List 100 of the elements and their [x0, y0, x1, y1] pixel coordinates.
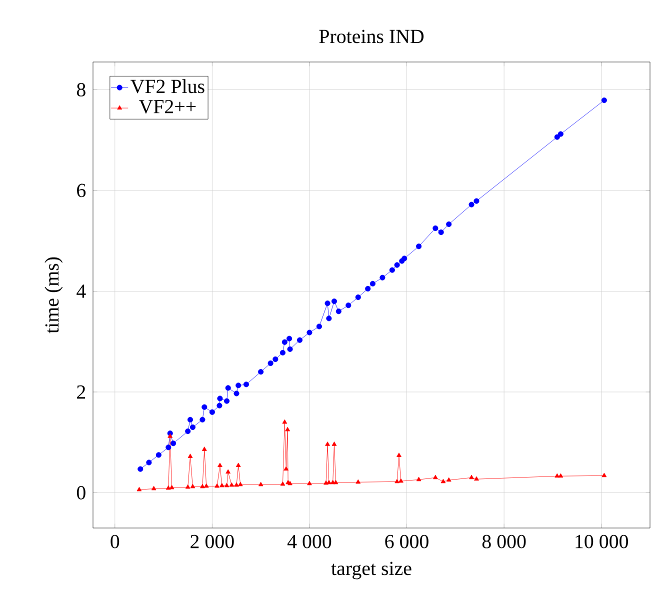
point: [402, 256, 408, 262]
x-tick-label: 10 000: [576, 534, 628, 548]
point: [202, 404, 208, 410]
x-tick-label: 6 000: [385, 534, 428, 548]
point: [287, 346, 293, 352]
point: [166, 444, 172, 450]
point: [185, 484, 190, 489]
x-tick-label: 0: [110, 534, 120, 548]
point: [394, 262, 400, 268]
point: [468, 202, 474, 208]
point: [346, 302, 352, 308]
point: [389, 267, 395, 273]
point: [307, 480, 312, 486]
point: [243, 382, 250, 388]
point: [218, 462, 222, 468]
point: [469, 474, 474, 480]
point: [356, 479, 361, 484]
point: [225, 385, 231, 391]
point: [190, 484, 196, 488]
y-tick-label: 0: [76, 486, 86, 500]
point: [370, 280, 376, 286]
point: [185, 428, 191, 434]
point: [169, 484, 174, 490]
point: [446, 477, 452, 482]
point: [214, 483, 220, 488]
point: [224, 482, 230, 488]
point: [558, 473, 564, 478]
point: [168, 434, 173, 438]
point: [284, 466, 289, 471]
point: [440, 478, 446, 484]
point: [601, 97, 607, 104]
chart-title: Proteins IND: [319, 30, 424, 44]
point: [280, 481, 286, 486]
point: [200, 416, 206, 422]
point: [324, 300, 330, 306]
point: [282, 339, 288, 345]
legend-label: VF2 Plus: [130, 79, 204, 94]
point: [355, 294, 361, 300]
point: [236, 382, 242, 388]
point: [138, 466, 144, 472]
y-tick-label: 6: [77, 184, 86, 198]
point: [332, 442, 337, 446]
point: [394, 478, 400, 484]
point: [229, 482, 234, 487]
point: [474, 198, 480, 204]
point: [258, 482, 264, 486]
point: [416, 476, 422, 482]
point: [187, 416, 194, 422]
point: [432, 225, 438, 232]
point: [190, 424, 196, 430]
point: [325, 442, 330, 446]
point: [258, 369, 264, 375]
point: [202, 446, 207, 451]
point: [333, 480, 338, 484]
point: [331, 298, 338, 304]
point: [200, 484, 205, 488]
point: [336, 308, 342, 314]
point: [380, 274, 386, 280]
point: [296, 337, 303, 343]
point: [238, 482, 243, 486]
point: [396, 452, 402, 457]
point: [151, 486, 156, 490]
point: [146, 460, 152, 466]
point: [136, 486, 142, 492]
point: [602, 472, 607, 478]
point: [272, 356, 278, 362]
point: [554, 134, 560, 140]
point: [234, 390, 240, 396]
point: [226, 469, 231, 474]
legend-label: VF2++: [138, 100, 196, 114]
point: [188, 454, 193, 458]
point: [398, 478, 404, 483]
x-tick-label: 8 000: [482, 534, 526, 548]
point: [558, 131, 564, 137]
point: [282, 419, 288, 424]
x-axis-title: target size: [331, 562, 412, 580]
y-tick-label: 8: [76, 82, 86, 96]
point: [219, 482, 224, 488]
y-tick-label: 2: [77, 385, 86, 399]
point: [209, 409, 215, 415]
y-tick-label: 4: [76, 284, 86, 298]
point: [326, 316, 332, 322]
x-tick-label: 4 000: [287, 534, 332, 548]
point: [446, 221, 452, 228]
point: [280, 350, 286, 356]
point: [316, 324, 322, 330]
point: [236, 462, 241, 468]
point: [224, 398, 230, 404]
point: [156, 452, 162, 458]
point: [204, 483, 209, 488]
point: [286, 336, 292, 342]
point: [216, 402, 222, 408]
point: [170, 440, 176, 446]
point: [432, 474, 438, 480]
point: [306, 330, 312, 336]
point: [268, 360, 274, 366]
y-axis-title: time (ms): [44, 257, 63, 334]
point: [416, 244, 422, 250]
point: [365, 286, 371, 292]
x-tick-label: 2 000: [190, 534, 234, 548]
